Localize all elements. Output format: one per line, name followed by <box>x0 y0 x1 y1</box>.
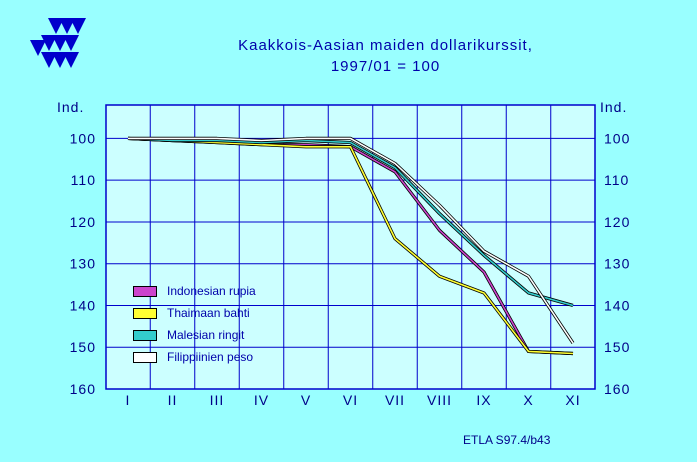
x-tick-label: III <box>210 392 225 408</box>
chart-title: Kaakkois-Aasian maiden dollarikurssit, <box>238 37 533 54</box>
y-tick-label: 120 <box>604 214 630 230</box>
y-tick-label: 160 <box>70 381 96 397</box>
legend-swatch <box>133 307 157 319</box>
y-tick-label: 120 <box>70 214 96 230</box>
y-tick-label: 130 <box>70 256 96 272</box>
series-line <box>128 137 574 344</box>
logo-triangle <box>63 35 79 51</box>
y-tick-label: 110 <box>71 172 96 188</box>
x-tick-label: IX <box>476 392 491 408</box>
y-axis-label-right: Ind. <box>600 99 627 115</box>
logo-triangle <box>41 52 57 68</box>
x-tick-label: I <box>126 392 131 408</box>
x-tick-label: VI <box>343 392 358 408</box>
x-tick-label: IV <box>254 392 269 408</box>
legend-item: Malesian ringit <box>133 328 244 342</box>
y-axis-left: 100 110 120 130 140 150 160 <box>70 130 96 397</box>
x-tick-label: XI <box>565 392 580 408</box>
y-tick-label: 130 <box>604 256 630 272</box>
series-lines <box>127 136 575 356</box>
y-tick-label: 100 <box>604 130 630 146</box>
y-axis-right: 100 110 120 130 140 150 160 <box>604 130 630 397</box>
legend-label: Indonesian rupia <box>167 284 256 298</box>
legend-item: Thaimaan bahti <box>133 306 250 320</box>
logo-triangle <box>52 52 68 68</box>
etla-triangles-logo <box>30 18 86 68</box>
logo-triangle <box>48 18 64 34</box>
logo-triangle <box>52 35 68 51</box>
chart-subtitle: 1997/01 = 100 <box>330 58 441 75</box>
y-tick-label: 100 <box>70 130 96 146</box>
y-axis-label-left: Ind. <box>57 99 84 115</box>
source-note: ETLA S97.4/b43 <box>463 433 551 447</box>
legend-item: Indonesian rupia <box>133 284 256 298</box>
x-tick-label: V <box>301 392 311 408</box>
x-tick-label: II <box>168 392 178 408</box>
legend-swatch <box>133 329 157 341</box>
legend-item: Filippiinien peso <box>133 350 253 364</box>
legend-label: Thaimaan bahti <box>167 306 250 320</box>
plot-area <box>105 104 596 390</box>
y-tick-label: 150 <box>604 339 630 355</box>
legend-label: Malesian ringit <box>167 328 245 342</box>
legend-swatch <box>133 351 157 363</box>
logo-triangle <box>70 18 86 34</box>
y-tick-label: 140 <box>70 297 96 313</box>
x-tick-label: VII <box>385 392 405 408</box>
logo-triangle <box>30 40 46 56</box>
legend-label: Filippiinien peso <box>167 350 254 364</box>
x-tick-label: VIII <box>427 392 452 408</box>
logo-triangle <box>41 35 57 51</box>
logo-triangle <box>63 52 79 68</box>
x-tick-label: X <box>523 392 533 408</box>
legend-swatch <box>133 285 157 297</box>
y-tick-label: 110 <box>604 172 629 188</box>
logo-triangle <box>59 18 75 34</box>
y-tick-label: 160 <box>604 381 630 397</box>
series-line <box>127 137 574 307</box>
y-tick-label: 140 <box>604 297 630 313</box>
x-axis: I II III IV V VI VII VIII IX X XI <box>126 392 580 408</box>
y-tick-label: 150 <box>70 339 96 355</box>
